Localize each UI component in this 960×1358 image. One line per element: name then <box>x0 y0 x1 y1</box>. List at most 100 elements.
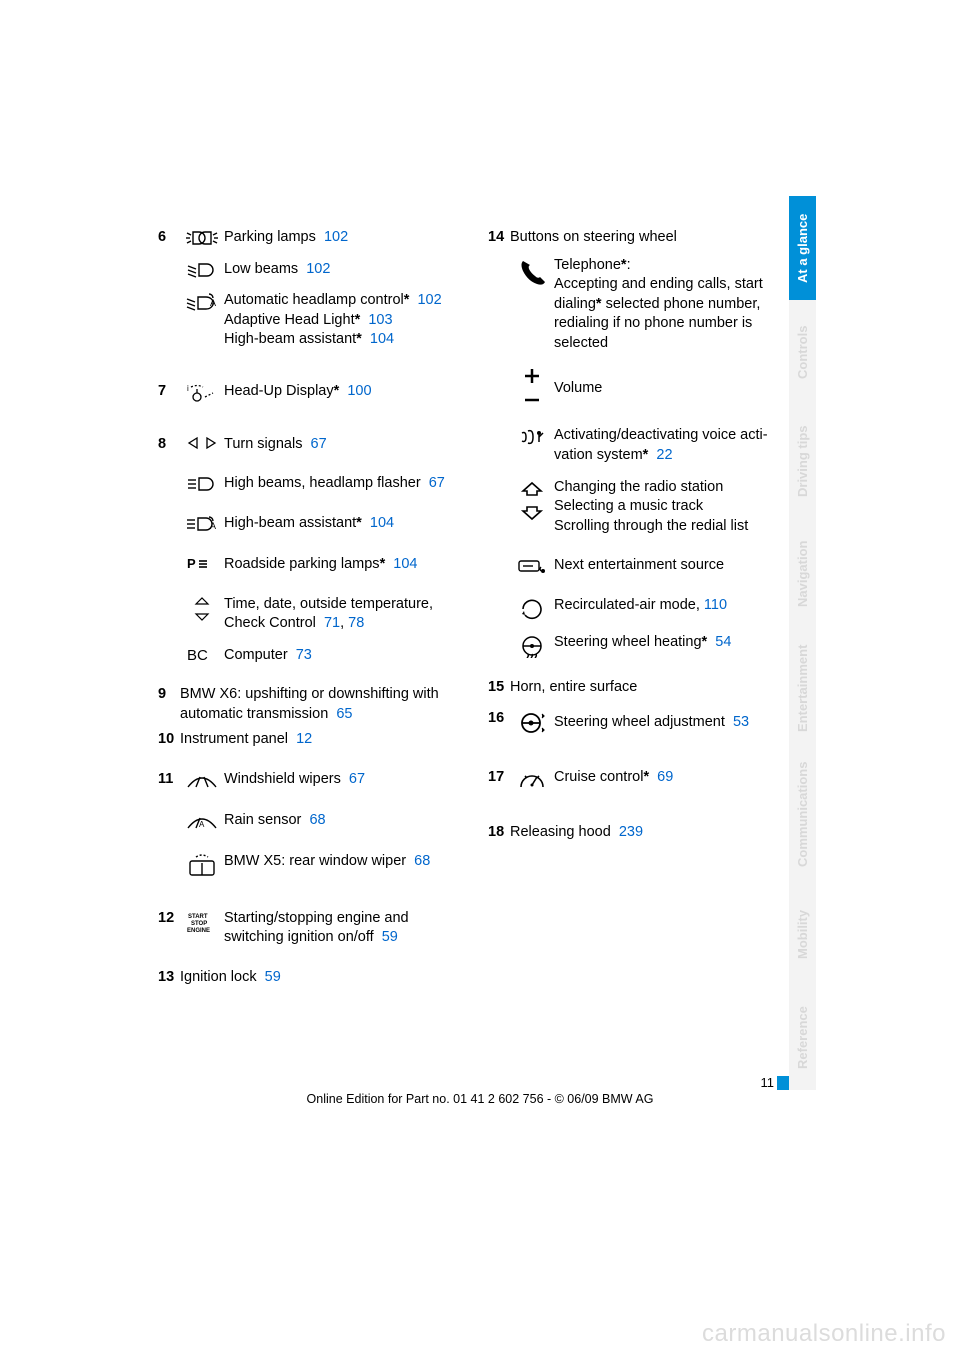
tab-communications[interactable]: Communications <box>789 746 816 882</box>
computer-icon: BC <box>180 646 224 666</box>
item-number: 12 <box>158 909 180 948</box>
item-number: 18 <box>488 823 510 843</box>
telephone-icon <box>510 256 554 354</box>
page-ref[interactable]: 53 <box>733 714 749 730</box>
cruise-control-icon <box>510 768 554 791</box>
label: Next entertainment source <box>554 557 724 573</box>
page-ref[interactable]: 68 <box>414 853 430 869</box>
label: Low beams <box>224 261 298 277</box>
page-ref[interactable]: 103 <box>368 312 392 328</box>
label: Selecting a music track <box>554 498 703 514</box>
auto-headlamp-icon: A <box>180 291 224 350</box>
label: Instrument panel <box>180 731 288 747</box>
label: Time, date, outside temperature, <box>224 596 433 612</box>
item-11b: A Rain sensor 68 <box>158 811 468 832</box>
item-14d: Changing the radio station Selecting a m… <box>488 478 798 537</box>
page-ref[interactable]: 102 <box>324 229 348 245</box>
page-ref[interactable]: 59 <box>265 969 281 985</box>
page-ref[interactable]: 102 <box>306 261 330 277</box>
page-ref[interactable]: 67 <box>429 475 445 491</box>
page-ref[interactable]: 73 <box>296 647 312 663</box>
tab-reference[interactable]: Reference <box>789 986 816 1090</box>
svg-text:A: A <box>210 521 216 531</box>
page-ref[interactable]: 71 <box>324 615 340 631</box>
item-6c: A Automatic headlamp control* 102 Adapti… <box>158 291 468 350</box>
rear-wiper-icon <box>180 852 224 877</box>
label: High-beam assistant <box>224 331 356 347</box>
item-number: 7 <box>158 382 180 403</box>
tab-driving-tips[interactable]: Driving tips <box>789 404 816 518</box>
footer-text: Online Edition for Part no. 01 41 2 602 … <box>0 1092 960 1106</box>
tab-controls[interactable]: Controls <box>789 300 816 404</box>
page-ref[interactable]: 239 <box>619 824 643 840</box>
page-ref[interactable]: 69 <box>657 769 673 785</box>
item-15: 15 Horn, entire surface <box>488 678 798 698</box>
page-ref[interactable]: 22 <box>656 447 672 463</box>
item-12: 12 STARTSTOPENGINE Starting/stopping eng… <box>158 909 468 948</box>
head-up-display-icon: i <box>180 382 224 403</box>
parking-lamps-icon <box>180 228 224 248</box>
item-number: 11 <box>158 770 180 791</box>
label: Releasing hood <box>510 824 611 840</box>
page-ref[interactable]: 67 <box>349 771 365 787</box>
item-8d: P Roadside parking lamps* 104 <box>158 555 468 575</box>
turn-signals-icon <box>180 435 224 455</box>
item-11a: 11 Windshield wipers 67 <box>158 770 468 791</box>
sidebar-tabs: At a glanceControlsDriving tipsNavigatio… <box>789 196 817 1090</box>
item-17: 17 Cruise control* 69 <box>488 768 798 791</box>
page-ref[interactable]: 12 <box>296 731 312 747</box>
label: switching ignition on/off <box>224 929 374 945</box>
item-number: 10 <box>158 730 180 750</box>
item-number: 16 <box>488 709 510 736</box>
page-number: 11 <box>761 1075 775 1090</box>
recirculated-air-icon <box>510 596 554 621</box>
label: Scrolling through the redial list <box>554 518 748 534</box>
item-number: 17 <box>488 768 510 791</box>
label: Steering wheel heating <box>554 634 702 650</box>
item-11c: BMW X5: rear window wiper 68 <box>158 852 468 877</box>
page-ref[interactable]: 67 <box>311 436 327 452</box>
label: Volume <box>554 380 602 396</box>
item-14e: Next entertainment source <box>488 556 798 576</box>
page-ref[interactable]: 104 <box>370 515 394 531</box>
page-number-box: 11 <box>761 1075 790 1090</box>
label: Starting/stopping engine and <box>224 910 409 926</box>
page-ref[interactable]: 100 <box>347 383 371 399</box>
page-ref[interactable]: 78 <box>348 615 364 631</box>
label: High-beam assistant <box>224 515 356 531</box>
item-9: 9 BMW X6: upshifting or downshifting wit… <box>158 685 468 724</box>
page-ref[interactable]: 104 <box>393 556 417 572</box>
item-10: 10 Instrument panel 12 <box>158 730 468 750</box>
tab-mobility[interactable]: Mobility <box>789 882 816 986</box>
page-ref[interactable]: 110 <box>704 597 727 613</box>
label: BMW X5: rear window wiper <box>224 853 406 869</box>
label: Automatic headlamp control <box>224 292 404 308</box>
tab-at-a-glance[interactable]: At a glance <box>789 196 816 300</box>
page-ref[interactable]: 54 <box>715 634 731 650</box>
label: Parking lamps <box>224 229 316 245</box>
svg-text:A: A <box>199 820 205 829</box>
item-number: 14 <box>488 228 510 248</box>
page-ref[interactable]: 59 <box>382 929 398 945</box>
item-number: 9 <box>158 685 180 724</box>
item-14f: Recirculated-air mode, 110 <box>488 596 798 621</box>
page-ref[interactable]: 65 <box>336 706 352 722</box>
page-ref[interactable]: 68 <box>309 812 325 828</box>
item-number: 6 <box>158 228 180 248</box>
label: Activating/deactivating voice acti- <box>554 427 768 443</box>
item-14: 14 Buttons on steering wheel <box>488 228 798 248</box>
tab-entertainment[interactable]: Entertainment <box>789 630 816 746</box>
label: Buttons on steering wheel <box>510 229 677 245</box>
item-14a: Telephone*: Accepting and ending calls, … <box>488 256 798 354</box>
item-8e: Time, date, outside temperature, Check C… <box>158 595 468 634</box>
page-ref[interactable]: 102 <box>417 292 441 308</box>
label: Roadside parking lamps <box>224 556 380 572</box>
start-stop-icon: STARTSTOPENGINE <box>180 909 224 948</box>
page-ref[interactable]: 104 <box>370 331 394 347</box>
item-14c: Activating/deactivating voice acti- vati… <box>488 426 798 465</box>
svg-text:START: START <box>188 914 208 920</box>
item-18: 18 Releasing hood 239 <box>488 823 798 843</box>
item-7: 7 i Head-Up Display* 100 <box>158 382 468 403</box>
tab-navigation[interactable]: Navigation <box>789 518 816 630</box>
rain-sensor-icon: A <box>180 811 224 832</box>
